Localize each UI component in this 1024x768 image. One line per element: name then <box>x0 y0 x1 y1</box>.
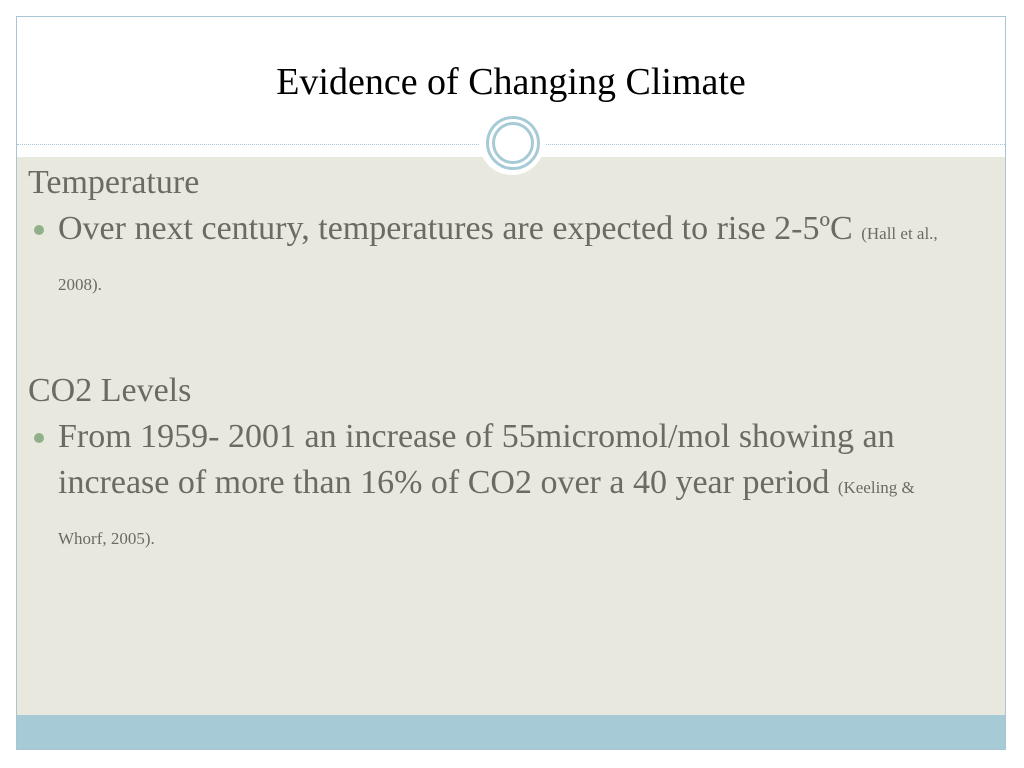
bullet-dot-icon <box>34 433 44 443</box>
ornament-ring-inner <box>492 122 534 164</box>
ornament-ring-outer <box>486 116 540 170</box>
section-heading-temperature: Temperature <box>28 164 200 201</box>
bullet-text: From 1959- 2001 an increase of 55micromo… <box>58 418 895 501</box>
citation: (Keeling & Whorf, 2005). <box>58 478 915 548</box>
footer-band <box>17 715 1005 749</box>
slide-content: Temperature Over next century, temperatu… <box>28 160 948 562</box>
bullet-text: Over next century, temperatures are expe… <box>58 210 862 247</box>
citation: (Hall et al., 2008). <box>58 224 938 294</box>
slide-title: Evidence of Changing Climate <box>276 61 746 103</box>
circle-ornament-icon <box>479 109 545 175</box>
slide: Evidence of Changing Climate <box>16 16 1006 750</box>
section-spacer <box>28 308 948 368</box>
bullet-item-temperature: Over next century, temperatures are expe… <box>28 206 948 308</box>
section-heading-co2: CO2 Levels <box>28 372 192 409</box>
body-area <box>17 157 1005 715</box>
bullet-item-co2: From 1959- 2001 an increase of 55micromo… <box>28 414 948 562</box>
bullet-dot-icon <box>34 225 44 235</box>
